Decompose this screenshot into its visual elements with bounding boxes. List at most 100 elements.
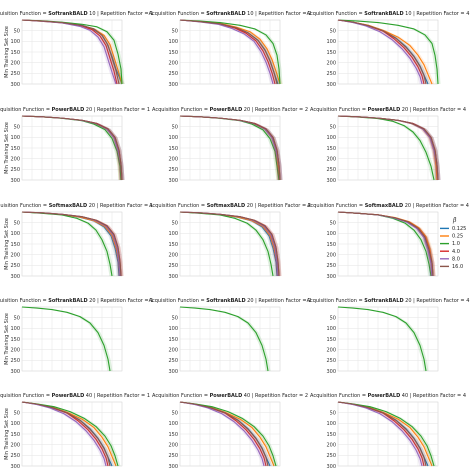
y-tick-label: 250 xyxy=(10,167,20,173)
series-line-16.0 xyxy=(179,211,280,277)
y-tick-label: 200 xyxy=(326,347,336,353)
y-tick-label: 50 xyxy=(330,28,336,34)
panel-title-rep: 4 xyxy=(466,203,469,209)
y-tick-label: 300 xyxy=(168,178,178,184)
panel-title: Acquisition Function = PowerBALD 20 | Re… xyxy=(310,107,466,113)
y-axis-label: Min Training Set Size xyxy=(4,26,10,78)
series-line-16.0 xyxy=(337,115,439,181)
y-tick-label: 300 xyxy=(168,464,178,470)
series-band-0.125 xyxy=(180,402,273,466)
legend: β 0.125 0.251.0 4.08.0 16.0 xyxy=(440,217,466,270)
panel-title-mid: | Repetition Factor = xyxy=(92,107,147,113)
panel-title-m: 10 xyxy=(404,11,412,17)
panel-title: Acquisition Function = SoftmaxBALD 20 | … xyxy=(149,203,311,209)
panel-5: Acquisition Function = PowerBALD 20 | Re… xyxy=(152,107,308,184)
y-tick-label: 250 xyxy=(168,453,178,459)
panel-title-rep: 1 xyxy=(150,298,153,304)
legend-label: 0.125 xyxy=(452,226,466,232)
series-line-1.0 xyxy=(337,401,435,467)
panel-title: Acquisition Function = SoftmaxBALD 20 | … xyxy=(307,203,469,209)
y-tick-label: 300 xyxy=(10,369,20,375)
panel-title-m: 40 xyxy=(84,393,92,399)
panel-title-function: SoftrankBALD xyxy=(48,298,87,304)
panel-title-function: SoftrankBALD xyxy=(206,298,245,304)
panel-3: Acquisition Function = SoftrankBALD 10 |… xyxy=(307,11,470,88)
series-band-0.125 xyxy=(338,20,431,84)
y-tick-label: 200 xyxy=(10,252,20,258)
series-line-1.0 xyxy=(21,306,111,372)
legend-title: β xyxy=(452,217,457,224)
series-band-1.0 xyxy=(22,402,121,466)
panel-title-function: PowerBALD xyxy=(368,107,401,113)
y-tick-label: 100 xyxy=(168,39,178,45)
legend-label: 0.25 xyxy=(452,234,463,240)
panel-title-m: 20 xyxy=(404,298,412,304)
panel-11: Acquisition Function = SoftrankBALD 20 |… xyxy=(149,298,312,375)
panel-title-rep: 1 xyxy=(147,393,150,399)
y-tick-label: 200 xyxy=(10,156,20,162)
y-tick-label: 50 xyxy=(14,220,20,226)
y-tick-label: 50 xyxy=(330,124,336,130)
panel-title-m: 40 xyxy=(242,393,250,399)
panel-6: Acquisition Function = PowerBALD 20 | Re… xyxy=(310,107,466,184)
y-tick-label: 150 xyxy=(10,50,20,56)
y-tick-label: 200 xyxy=(326,442,336,448)
series-line-1.0 xyxy=(179,19,281,85)
panel-title-function: PowerBALD xyxy=(368,393,401,399)
panel-title-rep: 2 xyxy=(308,203,311,209)
legend-label: 1.0 xyxy=(452,241,460,247)
panel-title-function: SoftrankBALD xyxy=(206,11,245,17)
legend-label: 4.0 xyxy=(452,249,460,255)
panel-title-mid: | Repetition Factor = xyxy=(254,298,309,304)
panel-title-mid: | Repetition Factor = xyxy=(408,393,463,399)
panel-title-m: 20 xyxy=(242,107,250,113)
y-tick-label: 300 xyxy=(326,464,336,470)
y-tick-label: 50 xyxy=(172,28,178,34)
panel-title-function: SoftmaxBALD xyxy=(365,203,403,209)
panel-title-m: 20 xyxy=(88,298,96,304)
panel-title: Acquisition Function = SoftrankBALD 20 |… xyxy=(149,298,312,304)
series-band-4.0 xyxy=(22,402,111,466)
panel-title-rep: 2 xyxy=(308,11,311,17)
panel-title-prefix: Acquisition Function = xyxy=(307,11,365,17)
panel-title-rep: 2 xyxy=(305,107,308,113)
y-tick-label: 200 xyxy=(168,347,178,353)
y-tick-label: 100 xyxy=(168,231,178,237)
series-band-16.0 xyxy=(180,20,280,84)
panel-title-m: 10 xyxy=(88,11,96,17)
series-line-1.0 xyxy=(179,306,269,372)
y-tick-label: 300 xyxy=(326,178,336,184)
panel-title-rep: 1 xyxy=(150,203,153,209)
y-tick-label: 150 xyxy=(10,146,20,152)
panel-title: Acquisition Function = PowerBALD 40 | Re… xyxy=(152,393,308,399)
y-tick-label: 250 xyxy=(10,71,20,77)
panel-title-m: 10 xyxy=(246,11,254,17)
y-tick-label: 100 xyxy=(326,421,336,427)
series-band-4.0 xyxy=(338,20,427,84)
panel-title-rep: 2 xyxy=(305,393,308,399)
panel-title-mid: | Repetition Factor = xyxy=(412,298,467,304)
y-tick-label: 250 xyxy=(168,263,178,269)
series-line-16.0 xyxy=(21,211,122,277)
series-line-16.0 xyxy=(21,19,120,85)
panel-13: Acquisition Function = PowerBALD 40 | Re… xyxy=(0,393,150,470)
panel-title-mid: | Repetition Factor = xyxy=(96,298,151,304)
y-tick-label: 300 xyxy=(10,274,20,280)
y-tick-label: 100 xyxy=(10,39,20,45)
y-tick-label: 150 xyxy=(326,242,336,248)
panel-title-mid: | Repetition Factor = xyxy=(250,393,305,399)
y-tick-label: 150 xyxy=(168,242,178,248)
series-line-1.0 xyxy=(337,19,439,85)
series-line-1.0 xyxy=(179,401,277,467)
panel-title-prefix: Acquisition Function = xyxy=(307,298,365,304)
panel-title-rep: 4 xyxy=(466,11,469,17)
panel-title-function: SoftmaxBALD xyxy=(207,203,245,209)
panel-12: Acquisition Function = SoftrankBALD 20 |… xyxy=(307,298,470,375)
panel-title: Acquisition Function = PowerBALD 20 | Re… xyxy=(152,107,308,113)
y-tick-label: 250 xyxy=(168,167,178,173)
y-tick-label: 50 xyxy=(14,315,20,321)
panel-title-function: SoftrankBALD xyxy=(364,11,403,17)
y-tick-label: 300 xyxy=(168,274,178,280)
y-tick-label: 200 xyxy=(10,347,20,353)
y-tick-label: 50 xyxy=(14,124,20,130)
